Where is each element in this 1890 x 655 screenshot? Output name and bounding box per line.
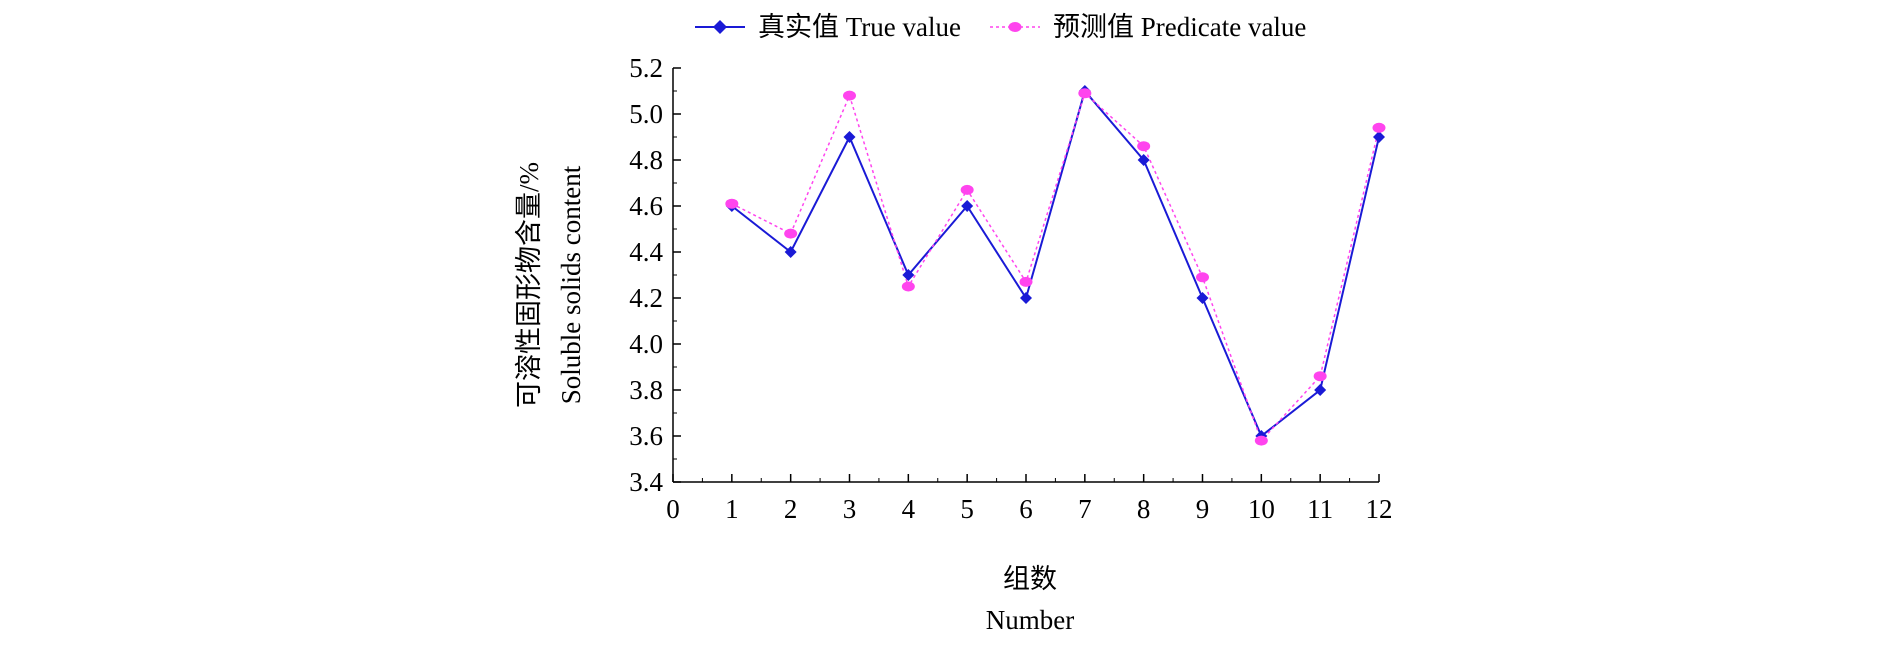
x-tick-label: 10 [1248,494,1275,524]
x-tick-label: 3 [843,494,857,524]
true-value-point [1373,131,1385,143]
predicate-value-point [843,90,856,101]
predicate-value-point [1019,276,1033,287]
legend-label-predicate-value: 预测值 Predicate value [1053,12,1306,42]
predicate-value-point [1313,371,1327,382]
x-tick-label: 9 [1196,494,1210,524]
y-axis-title-cn: 可溶性固形物含量/% [514,162,544,408]
y-tick-label: 4.2 [629,283,663,313]
true-value-point [1020,292,1032,304]
x-axis-title-en: Number [986,605,1074,635]
predicate-value-point [1078,88,1092,99]
x-tick-label: 6 [1019,494,1033,524]
legend-marker-predicate-value [1008,22,1022,32]
series-line-predicate-value [731,91,1380,443]
predicate-value-point [1372,122,1386,133]
y-tick-label: 5.0 [629,99,663,129]
series-line-true-value [731,88,1380,438]
predicate-value-point [1196,272,1209,283]
y-tick-label: 4.4 [629,237,663,267]
x-tick-label: 2 [784,494,798,524]
predicate-value-point [725,198,739,209]
x-tick-label: 5 [960,494,974,524]
true-value-point [902,269,915,281]
predicate-value-point [960,184,974,195]
y-tick-label: 3.6 [629,421,663,451]
y-tick-label: 4.8 [629,145,663,175]
true-value-point [784,246,797,258]
true-value-point [961,200,974,212]
predicate-value-point [784,228,798,239]
x-tick-label: 4 [902,494,916,524]
legend: 真实值 True value 预测值 Predicate value [695,12,1306,42]
true-value-point [1137,154,1150,166]
series-layer [725,85,1386,446]
legend-label-true-value: 真实值 True value [758,12,961,42]
x-tick-label: 0 [666,494,680,524]
x-tick-label: 7 [1078,494,1092,524]
x-tick-label: 11 [1307,494,1333,524]
legend-marker-true-value [713,20,727,34]
x-tick-label: 8 [1137,494,1151,524]
predicate-value-point [901,281,915,292]
y-tick-label: 4.0 [629,329,663,359]
true-value-point [1196,292,1209,304]
x-tick-label: 12 [1366,494,1393,524]
true-value-point [1314,384,1327,396]
y-axis-title-en: Soluble solids content [556,165,586,404]
x-axis-title-cn: 组数 [1003,564,1057,594]
predicate-value-point [1254,435,1268,446]
axes: 3.43.63.84.04.24.44.64.85.05.20 1 2 3 4 5 6 7 8 9… [629,53,1392,524]
y-tick-label: 3.8 [629,375,663,405]
y-tick-label: 5.2 [629,53,663,83]
predicate-value-point [1137,141,1151,152]
y-tick-label: 3.4 [629,467,663,497]
x-tick-label: 1 [725,494,739,524]
y-tick-label: 4.6 [629,191,663,221]
true-value-point [843,131,856,143]
